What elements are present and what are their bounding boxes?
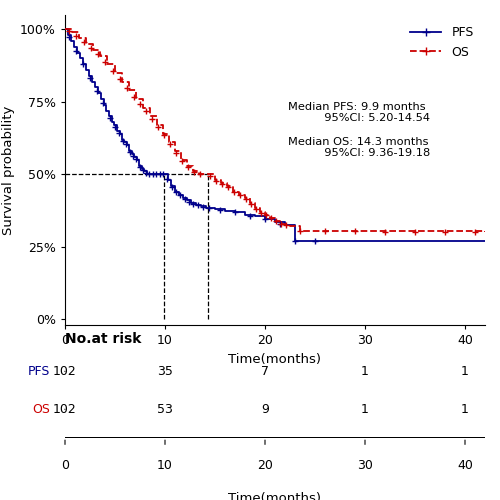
Text: 1: 1 <box>361 403 369 415</box>
Text: 35: 35 <box>157 365 173 378</box>
Text: 102: 102 <box>53 403 77 415</box>
Text: 7: 7 <box>261 365 269 378</box>
Text: PFS: PFS <box>28 365 50 378</box>
Text: Time(months): Time(months) <box>228 492 322 500</box>
Text: No.at risk: No.at risk <box>65 332 142 345</box>
Text: 1: 1 <box>461 403 469 415</box>
Text: 10: 10 <box>157 459 173 472</box>
Text: 1: 1 <box>361 365 369 378</box>
Text: 0: 0 <box>61 459 69 472</box>
Text: 9: 9 <box>261 403 269 415</box>
Text: OS: OS <box>32 403 50 415</box>
Text: 53: 53 <box>157 403 173 415</box>
Y-axis label: Survival probability: Survival probability <box>2 106 15 234</box>
Text: Median PFS: 9.9 months
          95%CI: 5.20-14.54

Median OS: 14.3 months
     : Median PFS: 9.9 months 95%CI: 5.20-14.54… <box>288 102 430 158</box>
Text: 40: 40 <box>457 459 473 472</box>
Text: 20: 20 <box>257 459 273 472</box>
Legend: PFS, OS: PFS, OS <box>405 21 479 63</box>
X-axis label: Time(months): Time(months) <box>228 352 322 366</box>
Text: 30: 30 <box>357 459 373 472</box>
Text: 1: 1 <box>461 365 469 378</box>
Text: 102: 102 <box>53 365 77 378</box>
